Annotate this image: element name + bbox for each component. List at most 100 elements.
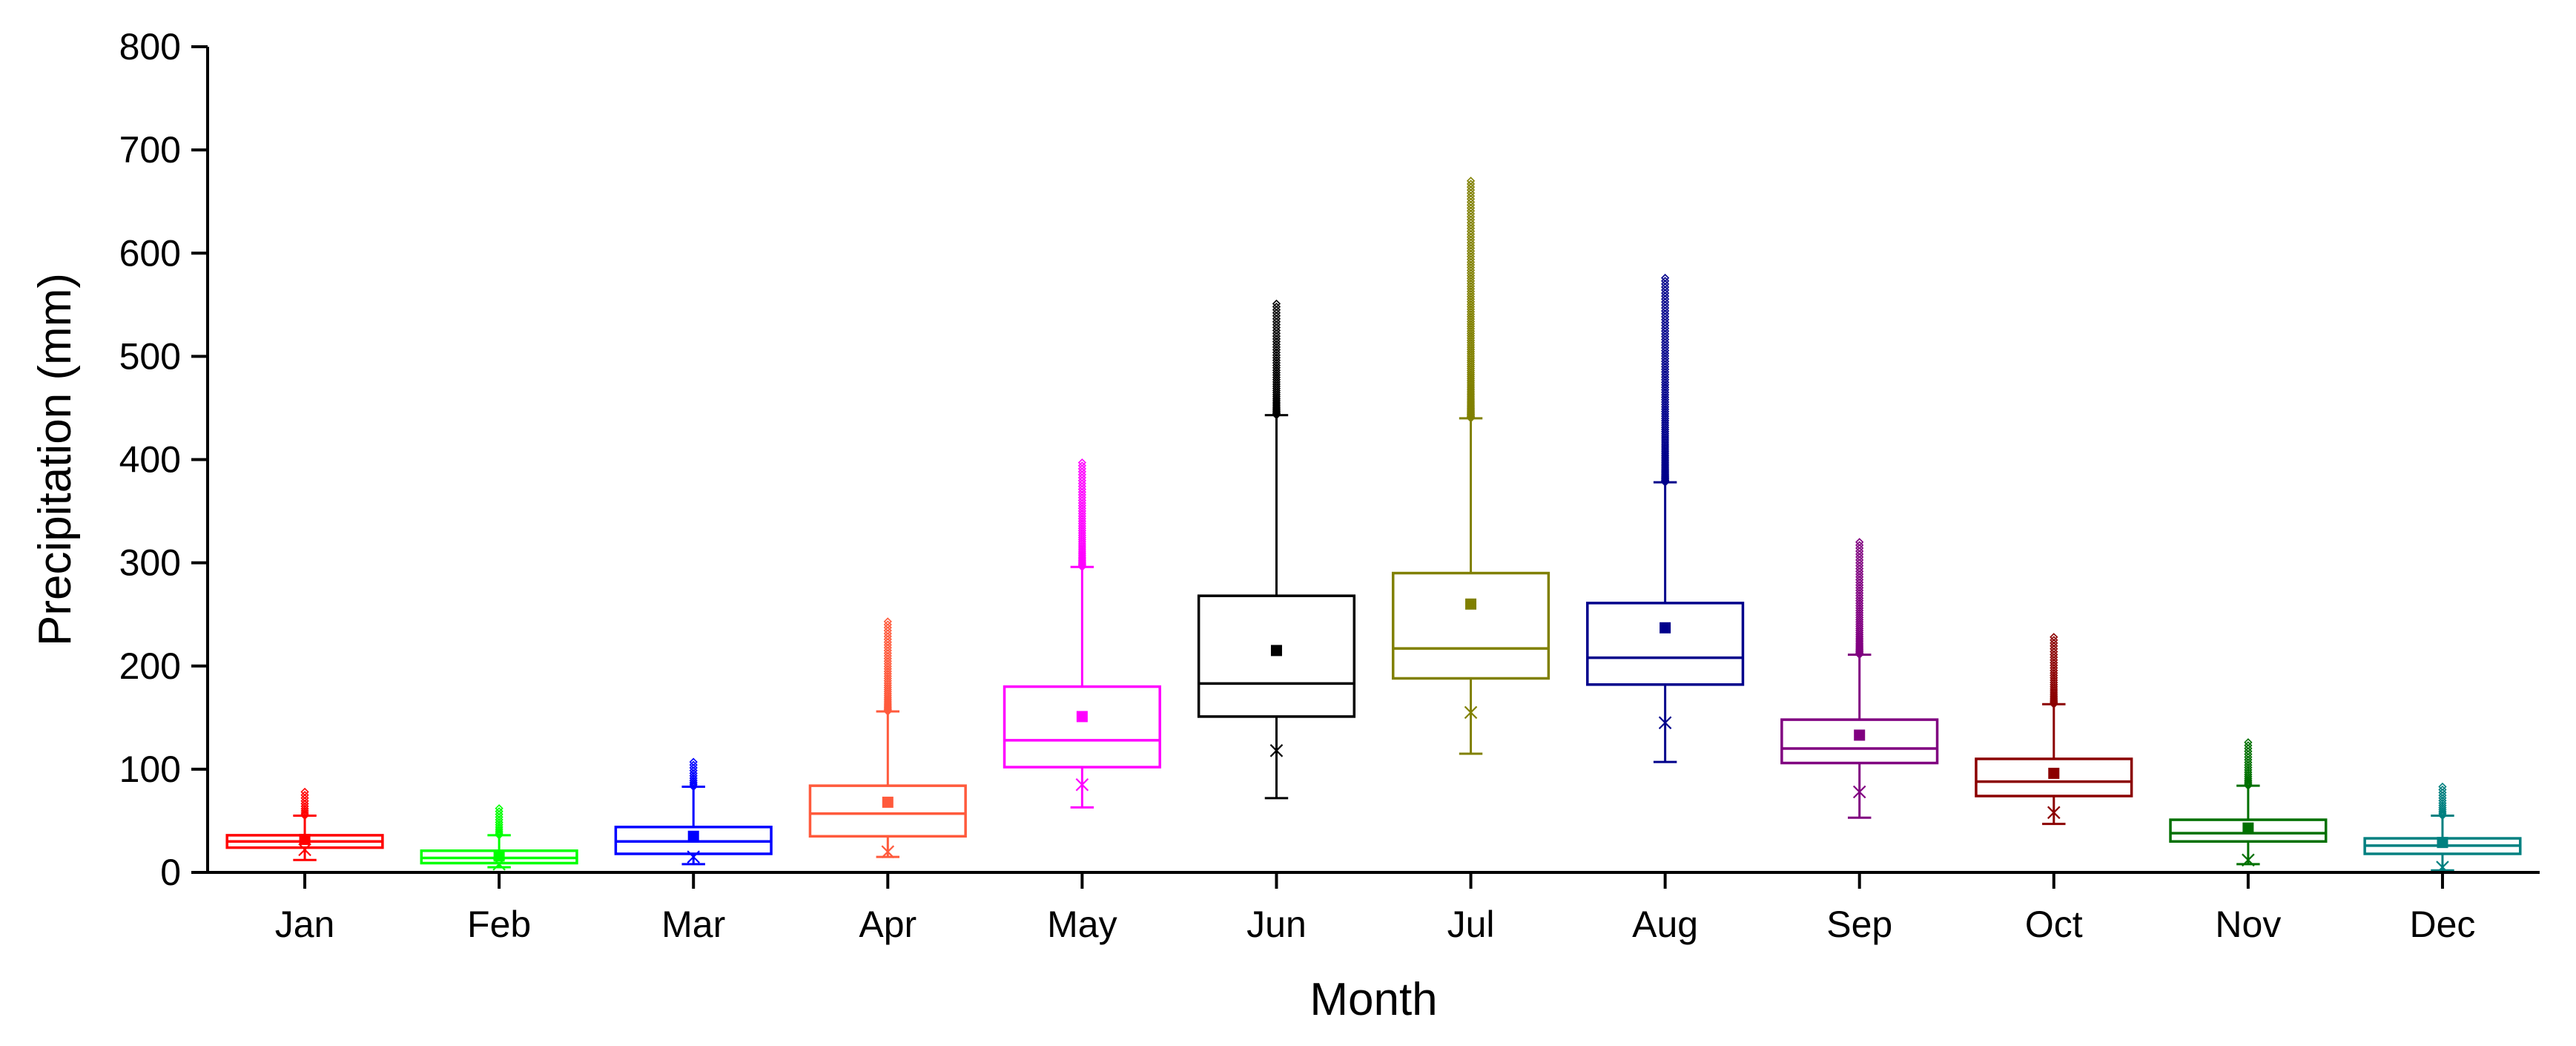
outlier-point: [1466, 336, 1476, 345]
outlier-point: [300, 787, 309, 797]
iqr-box: [1391, 571, 1550, 680]
box-dec: [2363, 782, 2522, 874]
x-axis-ticks: Jan Feb Mar Apr May Jun Jul Aug Sep Oct Nov Dec: [275, 872, 2475, 945]
outlier-point: [1660, 400, 1670, 409]
y-tick-label: 400: [119, 439, 181, 481]
outlier-point: [883, 679, 892, 688]
iqr-box: [2169, 818, 2328, 843]
y-tick-label: 500: [119, 335, 181, 377]
outliers: [300, 787, 309, 820]
outlier-point: [689, 757, 698, 766]
y-tick-label: 100: [119, 749, 181, 790]
outlier-point: [883, 674, 892, 683]
outlier-point: [1855, 606, 1864, 615]
box-nov: [2169, 738, 2328, 867]
outlier-point: [1660, 409, 1670, 418]
x-tick-label-jan: Jan: [275, 904, 335, 945]
mean-marker: [2048, 767, 2060, 779]
outliers: [689, 757, 698, 792]
outlier-point: [883, 617, 892, 626]
y-tick-label: 200: [119, 645, 181, 687]
x-tick-label-apr: Apr: [859, 904, 917, 945]
x-tick-label-dec: Dec: [2409, 904, 2475, 945]
outliers: [2244, 738, 2253, 790]
outlier-point: [2438, 782, 2447, 792]
outlier-point: [1466, 324, 1476, 333]
mean-marker: [2242, 822, 2254, 834]
y-axis-ticks: 0 100 200 300 400 500 600 700 800: [119, 26, 208, 893]
outlier-point: [1272, 375, 1281, 384]
mean-marker: [1076, 711, 1088, 723]
outliers: [1660, 274, 1670, 487]
outlier-point: [2244, 738, 2253, 747]
x-tick-label-feb: Feb: [467, 904, 531, 945]
outliers: [1855, 538, 1864, 659]
outlier-point: [1466, 343, 1476, 352]
outlier-point: [1466, 331, 1476, 341]
mean-marker: [1659, 622, 1671, 634]
percentile-marker: [2242, 853, 2255, 867]
x-tick-label-oct: Oct: [2025, 904, 2083, 945]
outlier-point: [1272, 299, 1281, 309]
x-tick-label-may: May: [1047, 904, 1117, 945]
outlier-point: [1077, 526, 1087, 536]
outlier-point: [1466, 177, 1476, 185]
mean-marker: [882, 796, 894, 808]
outlier-point: [1466, 334, 1476, 343]
box-apr: [808, 617, 967, 858]
mean-marker: [2437, 837, 2448, 849]
box-mar: [614, 757, 773, 866]
outlier-point: [1272, 373, 1281, 382]
percentile-marker: [1075, 777, 1089, 792]
outlier-point: [1466, 341, 1476, 349]
outlier-point: [1855, 613, 1864, 622]
outlier-point: [495, 804, 503, 813]
plot-area: [225, 177, 2522, 874]
x-tick-label-mar: Mar: [661, 904, 725, 945]
percentile-marker: [1464, 705, 1478, 720]
iqr-box: [1975, 757, 2133, 797]
outliers: [1466, 177, 1476, 423]
x-tick-label-nov: Nov: [2215, 904, 2281, 945]
iqr-box: [1197, 594, 1356, 718]
outlier-point: [1660, 402, 1670, 412]
percentile-marker: [1658, 716, 1672, 730]
y-axis-title: Precipitation (mm): [30, 273, 81, 646]
outlier-point: [300, 791, 309, 800]
mean-marker: [687, 830, 699, 842]
mean-marker: [1854, 729, 1866, 741]
outlier-point: [1660, 274, 1670, 283]
percentile-marker: [2047, 806, 2061, 820]
iqr-box: [808, 784, 967, 838]
outlier-point: [1660, 412, 1670, 421]
x-axis-title: Month: [1310, 974, 1437, 1025]
outlier-point: [1077, 528, 1087, 538]
mean-marker: [1270, 645, 1282, 657]
y-tick-label: 800: [119, 26, 181, 68]
outlier-point: [2050, 633, 2058, 642]
outlier-point: [1660, 405, 1670, 414]
outlier-point: [1077, 458, 1087, 467]
outlier-point: [1660, 414, 1670, 423]
outlier-point: [1660, 418, 1670, 427]
outliers: [883, 617, 892, 716]
iqr-box: [1003, 685, 1161, 769]
outlier-point: [1466, 329, 1476, 338]
x-tick-label-jul: Jul: [1447, 904, 1495, 945]
outlier-point: [2050, 676, 2058, 685]
outliers: [2438, 782, 2447, 820]
outlier-point: [883, 677, 892, 685]
outlier-point: [1466, 345, 1476, 354]
outlier-point: [1272, 378, 1281, 387]
outlier-point: [1466, 338, 1476, 347]
iqr-box: [1780, 718, 1939, 765]
outlier-point: [1466, 326, 1476, 335]
box-oct: [1975, 633, 2133, 826]
percentile-marker: [1269, 744, 1284, 757]
outlier-point: [1855, 538, 1864, 547]
y-tick-label: 600: [119, 232, 181, 274]
outlier-point: [1660, 407, 1670, 416]
percentile-marker: [298, 843, 311, 857]
box-jan: [225, 787, 384, 861]
